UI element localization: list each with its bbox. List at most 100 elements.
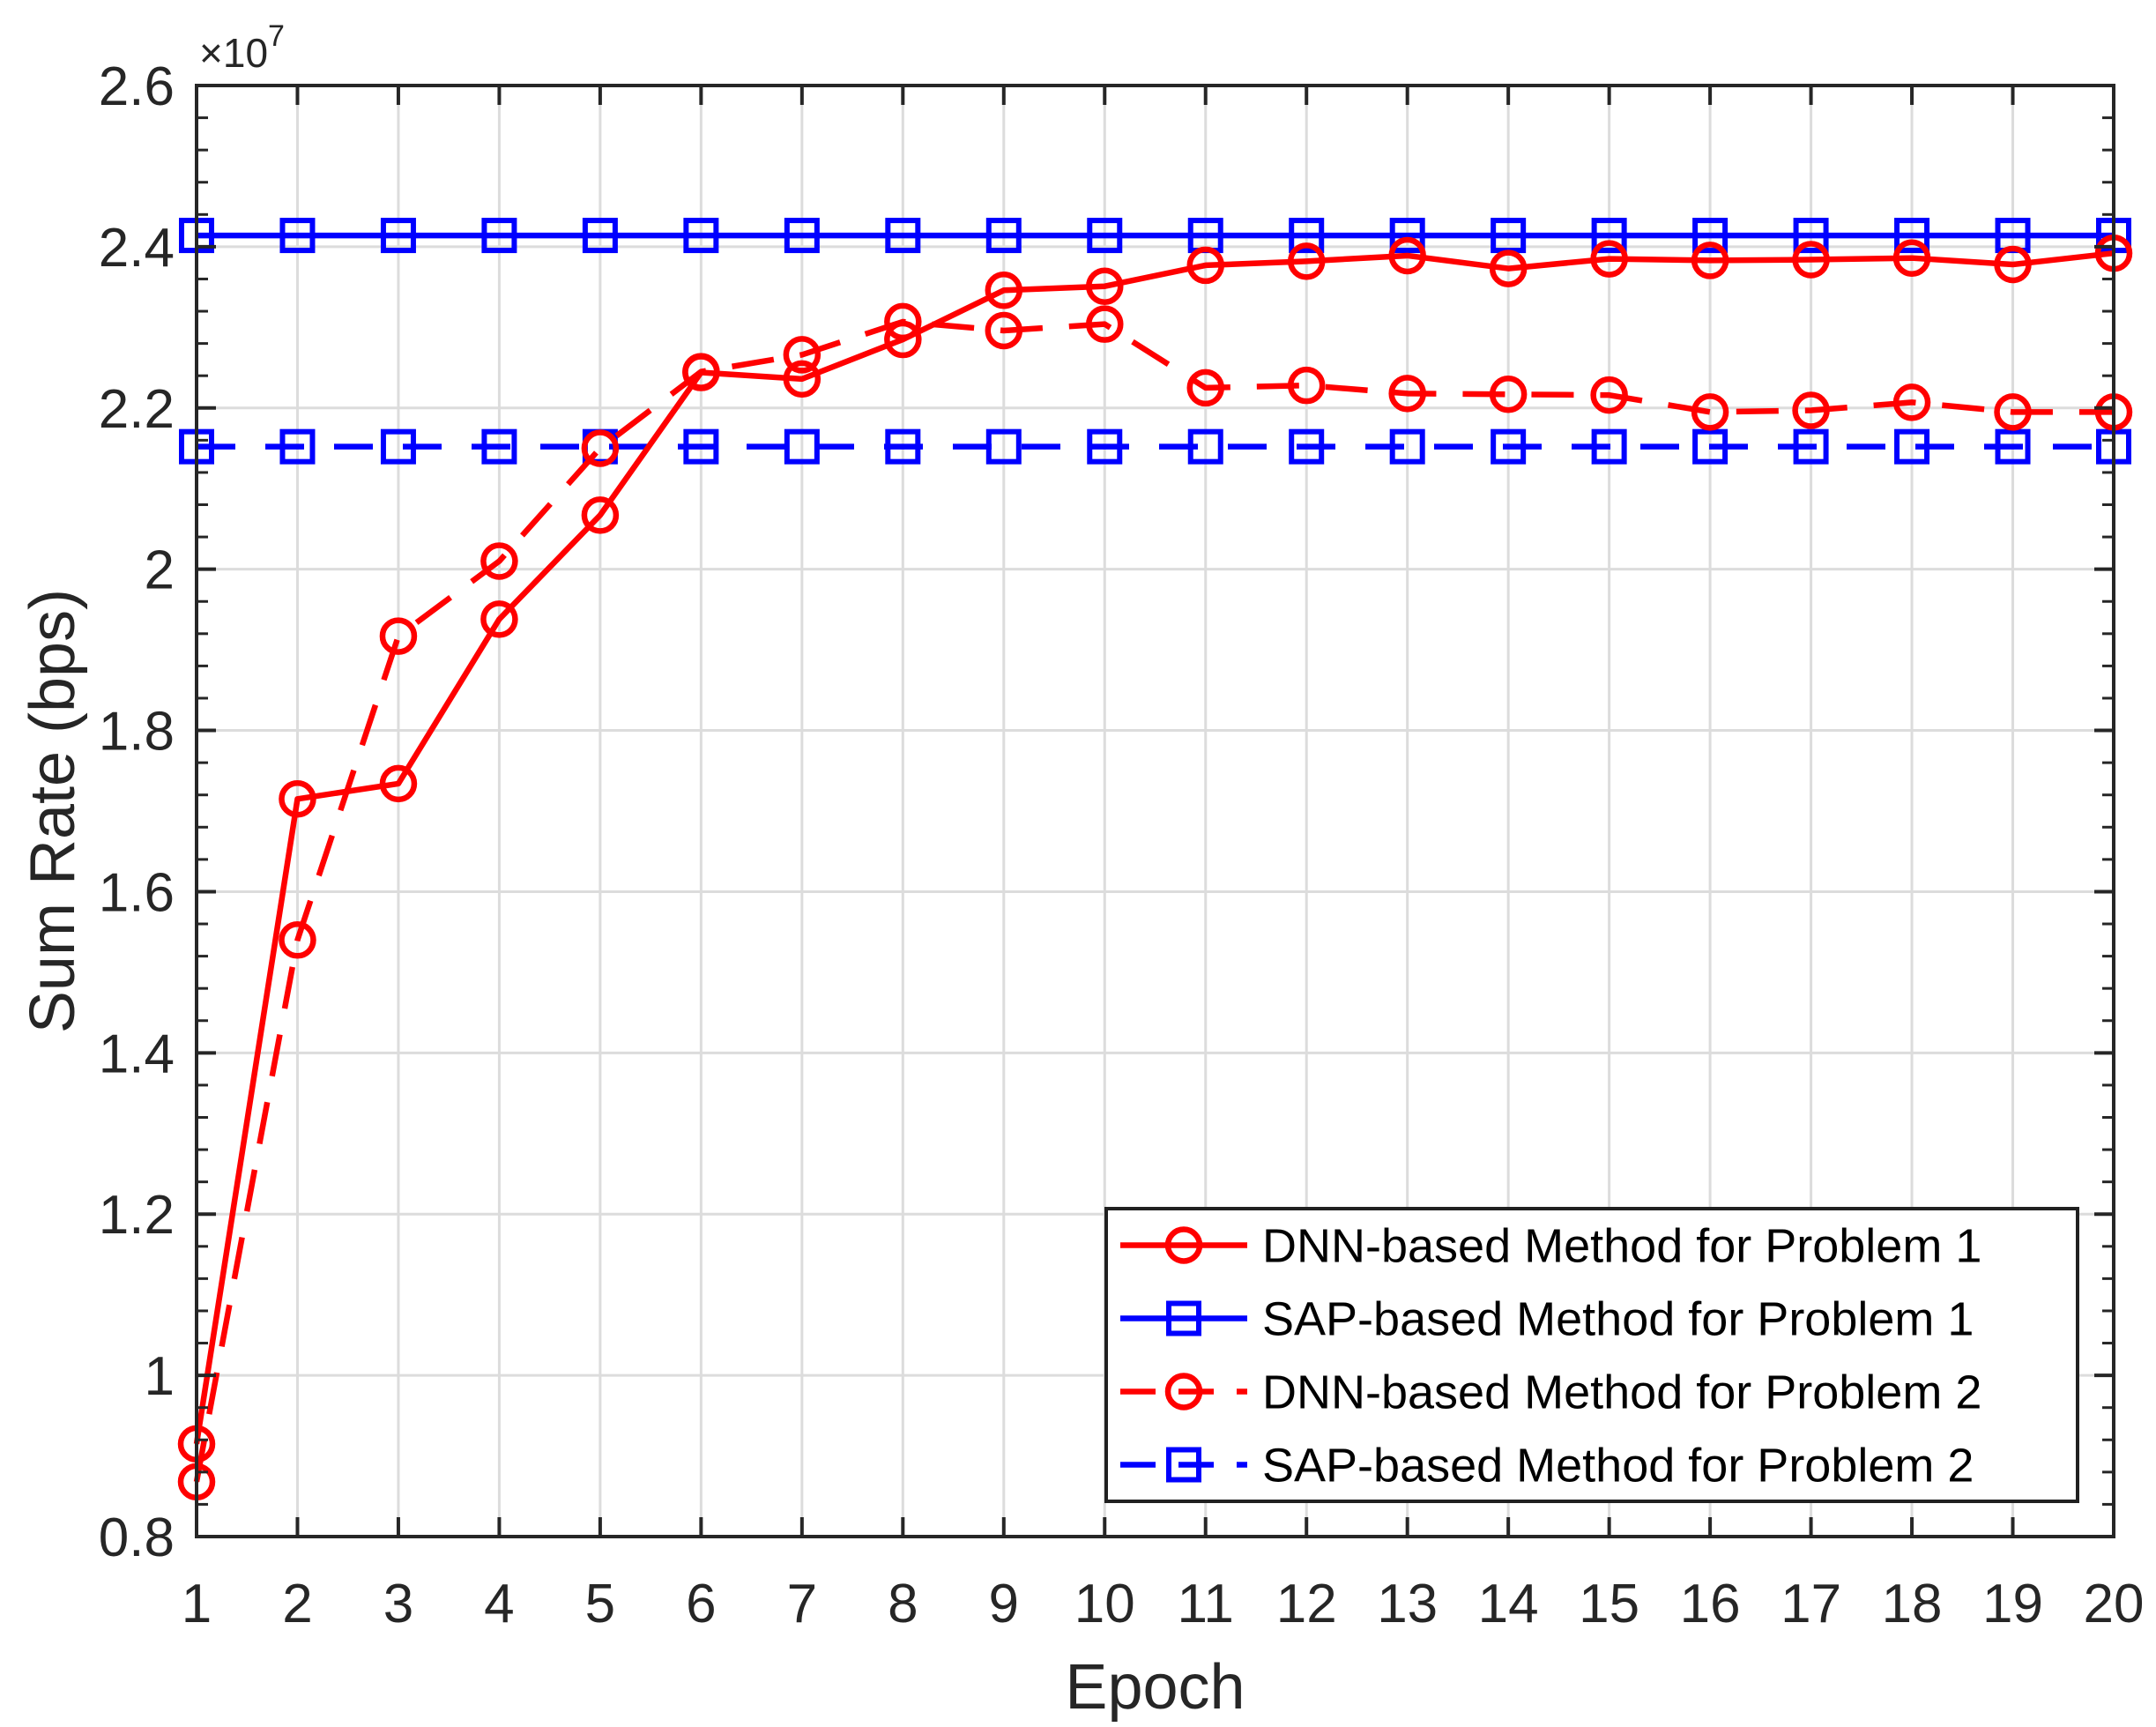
legend-entry-label: SAP-based Method for Problem 1 (1262, 1293, 1974, 1346)
marker-circle-dnn-based-method-for-problem-2 (1590, 376, 1628, 414)
x-tick-label: 5 (585, 1574, 615, 1634)
marker-circle-dnn-based-method-for-problem-1 (1489, 249, 1528, 287)
legend-entry: SAP-based Method for Problem 2 (1120, 1440, 1974, 1493)
marker-square-sap-based-method-for-problem-2 (1389, 428, 1425, 465)
marker-circle-dnn-based-method-for-problem-1 (1086, 267, 1124, 305)
x-tick-label: 18 (1882, 1574, 1943, 1634)
y-tick-label: 2.4 (99, 218, 175, 279)
marker-square-sap-based-method-for-problem-1 (1289, 218, 1325, 254)
y-axis-multiplier-exponent: 7 (268, 19, 285, 53)
legend-box (1104, 1207, 2079, 1503)
marker-circle-dnn-based-method-for-problem-2 (783, 336, 822, 374)
marker-circle-dnn-based-method-for-problem-1 (581, 496, 620, 534)
marker-circle-dnn-based-method-for-problem-1 (1792, 241, 1830, 279)
marker-circle-dnn-based-method-for-problem-1 (1892, 239, 1931, 277)
x-tick-label: 17 (1781, 1574, 1841, 1634)
marker-circle-dnn-based-method-for-problem-2 (985, 311, 1023, 350)
y-tick-label: 1.2 (99, 1185, 175, 1246)
marker-circle-dnn-based-method-for-problem-2 (480, 542, 518, 580)
marker-circle-dnn-based-method-for-problem-1 (1287, 242, 1326, 280)
y-axis-label: Sum Rate (bps) (18, 589, 88, 1033)
marker-square-sap-based-method-for-problem-2 (1995, 428, 2031, 465)
y-tick-label: 2 (145, 540, 175, 601)
marker-square-sap-based-method-for-problem-1 (1692, 218, 1729, 254)
marker-circle-dnn-based-method-for-problem-1 (1388, 236, 1426, 275)
marker-square-sap-based-method-for-problem-2 (279, 428, 316, 465)
marker-circle-dnn-based-method-for-problem-1 (985, 272, 1023, 309)
marker-circle-dnn-based-method-for-problem-2 (1994, 393, 2032, 431)
x-tick-label: 14 (1478, 1574, 1539, 1634)
legend-entry-label: DNN-based Method for Problem 1 (1262, 1220, 1981, 1273)
y-tick-label: 2.6 (99, 56, 175, 117)
x-tick-label: 10 (1074, 1574, 1135, 1634)
y-tick-label: 2.2 (99, 379, 175, 440)
x-tick-label: 6 (686, 1574, 716, 1634)
y-tick-label: 1 (145, 1346, 175, 1407)
x-tick-label: 7 (787, 1574, 817, 1634)
marker-circle-dnn-based-method-for-problem-1 (279, 780, 316, 818)
marker-circle-dnn-based-method-for-problem-1 (783, 360, 822, 398)
marker-circle-dnn-based-method-for-problem-2 (1691, 393, 1729, 431)
marker-circle-dnn-based-method-for-problem-1 (682, 354, 720, 391)
marker-square-sap-based-method-for-problem-1 (481, 218, 517, 254)
x-tick-label: 1 (182, 1574, 212, 1634)
marker-square-sap-based-method-for-problem-2 (1289, 428, 1325, 465)
marker-square-sap-based-method-for-problem-2 (1894, 428, 1930, 465)
y-tick-label: 1.6 (99, 862, 175, 923)
x-tick-label: 3 (383, 1574, 413, 1634)
marker-circle-dnn-based-method-for-problem-2 (1792, 391, 1830, 429)
legend-sample-circle-marker (1164, 1373, 1203, 1411)
marker-square-sap-based-method-for-problem-2 (1793, 428, 1829, 465)
x-tick-label: 9 (989, 1574, 1019, 1634)
x-tick-label: 13 (1377, 1574, 1438, 1634)
marker-square-sap-based-method-for-problem-2 (481, 428, 517, 465)
y-tick-label: 0.8 (99, 1507, 175, 1568)
marker-circle-dnn-based-method-for-problem-2 (1388, 375, 1426, 413)
legend-entry-label: SAP-based Method for Problem 2 (1262, 1440, 1974, 1493)
marker-circle-dnn-based-method-for-problem-2 (1892, 383, 1931, 421)
marker-circle-dnn-based-method-for-problem-1 (884, 320, 922, 359)
marker-circle-dnn-based-method-for-problem-2 (279, 921, 316, 959)
marker-circle-dnn-based-method-for-problem-2 (379, 617, 418, 655)
marker-square-sap-based-method-for-problem-1 (784, 218, 820, 254)
marker-circle-dnn-based-method-for-problem-1 (379, 764, 418, 803)
legend-sample-square-marker (1166, 1447, 1201, 1483)
marker-square-sap-based-method-for-problem-2 (985, 428, 1022, 465)
x-tick-label: 16 (1680, 1574, 1741, 1634)
y-tick-label: 1.4 (99, 1024, 175, 1084)
marker-circle-dnn-based-method-for-problem-2 (1287, 366, 1326, 405)
x-tick-label: 2 (282, 1574, 312, 1634)
marker-square-sap-based-method-for-problem-1 (885, 218, 921, 254)
y-tick-label: 1.8 (99, 702, 175, 763)
x-tick-label: 4 (484, 1574, 514, 1634)
minor-ticks-group (197, 116, 2114, 1506)
x-axis-label: Epoch (1065, 1652, 1245, 1723)
marker-square-sap-based-method-for-problem-1 (582, 218, 618, 254)
marker-square-sap-based-method-for-problem-1 (1894, 218, 1930, 254)
marker-circle-dnn-based-method-for-problem-1 (1691, 242, 1729, 279)
x-tick-label: 19 (1982, 1574, 2043, 1634)
marker-square-sap-based-method-for-problem-1 (1793, 218, 1829, 254)
legend-entry: SAP-based Method for Problem 1 (1120, 1293, 1974, 1346)
legend-entry: DNN-based Method for Problem 1 (1120, 1220, 1981, 1273)
marker-circle-dnn-based-method-for-problem-2 (1489, 375, 1528, 413)
marker-square-sap-based-method-for-problem-2 (380, 428, 416, 465)
x-tick-label: 15 (1579, 1574, 1639, 1634)
marker-circle-dnn-based-method-for-problem-1 (1590, 240, 1628, 278)
marker-square-sap-based-method-for-problem-2 (784, 428, 820, 465)
marker-square-sap-based-method-for-problem-1 (683, 218, 719, 254)
axis-box (195, 84, 2115, 1538)
legend: DNN-based Method for Problem 1 SAP-based … (1104, 1207, 2079, 1503)
marker-circle-dnn-based-method-for-problem-1 (480, 600, 518, 638)
x-tick-label: 20 (2084, 1574, 2145, 1634)
marker-square-sap-based-method-for-problem-1 (380, 218, 416, 254)
marker-circle-dnn-based-method-for-problem-2 (1186, 368, 1224, 407)
legend-sample-circle-marker (1164, 1226, 1203, 1264)
series-line-dnn-based-method-for-problem-2 (193, 318, 2114, 1483)
ticks-group (195, 84, 2115, 1538)
marker-square-sap-based-method-for-problem-1 (985, 218, 1022, 254)
marker-square-sap-based-method-for-problem-1 (1389, 218, 1425, 254)
marker-circle-dnn-based-method-for-problem-1 (1994, 245, 2032, 284)
legend-sample-square-marker (1166, 1300, 1201, 1336)
